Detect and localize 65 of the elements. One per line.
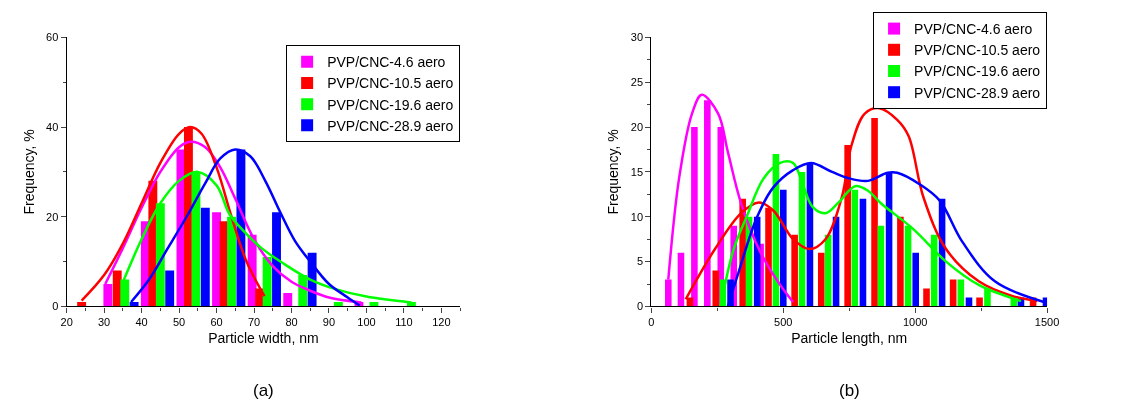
bar bbox=[691, 127, 698, 307]
x-tick-label: 50 bbox=[172, 315, 186, 328]
y-tick-label: 40 bbox=[46, 120, 59, 133]
bar bbox=[965, 297, 973, 307]
x-tick-label: 30 bbox=[98, 315, 111, 328]
y-tick-label: 0 bbox=[636, 300, 644, 313]
x-tick-label: 1500 bbox=[1034, 315, 1060, 328]
y-tick-label: 15 bbox=[630, 165, 644, 178]
bar bbox=[877, 225, 885, 307]
legend-label: PVP/CNC-10.5 aero bbox=[914, 42, 1041, 59]
legend-label: PVP/CNC-28.9 aero bbox=[914, 84, 1041, 101]
x-tick-label: 70 bbox=[247, 315, 261, 328]
bar bbox=[212, 212, 221, 307]
line-series bbox=[129, 148, 361, 307]
y-axis-title: Frequency, % bbox=[605, 129, 622, 215]
bar bbox=[780, 189, 787, 307]
y-tick-label: 30 bbox=[630, 31, 644, 44]
x-tick-label: 500 bbox=[774, 315, 793, 328]
legend-label: PVP/CNC-4.6 aero bbox=[327, 54, 446, 71]
line-series bbox=[80, 125, 266, 302]
x-tick-label: 80 bbox=[285, 315, 298, 328]
line-series bbox=[104, 140, 363, 304]
y-tick-label: 5 bbox=[636, 255, 644, 268]
bar bbox=[871, 118, 878, 307]
y-tick-label: 60 bbox=[46, 31, 59, 44]
legend-label: PVP/CNC-10.5 aero bbox=[327, 75, 454, 92]
y-tick-label: 25 bbox=[630, 76, 644, 89]
line-series bbox=[667, 93, 795, 304]
x-tick-label: 110 bbox=[395, 315, 413, 328]
legend-label: PVP/CNC-28.9 aero bbox=[327, 117, 454, 134]
bar bbox=[976, 297, 983, 307]
x-tick-label: 100 bbox=[357, 315, 376, 328]
bar bbox=[712, 270, 720, 307]
x-axis-title: Particle width, nm bbox=[208, 330, 319, 347]
line-series bbox=[684, 106, 1039, 303]
bar bbox=[677, 252, 685, 307]
bar bbox=[912, 252, 920, 307]
bar bbox=[897, 216, 904, 307]
bar bbox=[369, 301, 379, 307]
x-axis-title: Particle length, nm bbox=[791, 330, 908, 347]
legend-label: PVP/CNC-4.6 aero bbox=[914, 21, 1033, 38]
x-tick-label: 90 bbox=[322, 315, 336, 328]
x-tick-label: 60 bbox=[210, 315, 223, 328]
text: (a) bbox=[253, 381, 274, 400]
y-tick-label: 10 bbox=[630, 210, 644, 223]
x-tick-label: 20 bbox=[60, 315, 73, 328]
bar bbox=[817, 252, 825, 307]
y-tick-label: 20 bbox=[46, 210, 59, 223]
y-tick-label: 0 bbox=[52, 300, 59, 313]
y-tick-label: 20 bbox=[630, 120, 644, 133]
x-tick-label: 1000 bbox=[902, 315, 928, 328]
y-axis-title: Frequency, % bbox=[20, 129, 37, 215]
x-tick-label: 120 bbox=[432, 315, 451, 328]
bar bbox=[283, 293, 293, 307]
bar bbox=[165, 270, 175, 307]
x-tick-label: 0 bbox=[648, 315, 655, 328]
legend-label: PVP/CNC-19.6 aero bbox=[914, 63, 1041, 80]
bar bbox=[333, 301, 343, 307]
bar bbox=[200, 207, 210, 307]
bar bbox=[923, 288, 930, 307]
line-series bbox=[122, 170, 413, 304]
text: (b) bbox=[839, 381, 860, 400]
legend-label: PVP/CNC-19.6 aero bbox=[327, 96, 454, 113]
bar bbox=[859, 198, 867, 307]
x-tick-label: 40 bbox=[135, 315, 148, 328]
